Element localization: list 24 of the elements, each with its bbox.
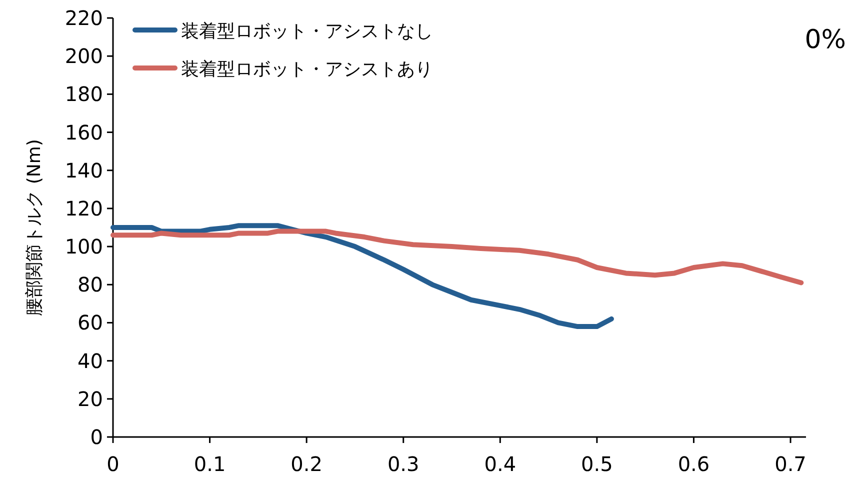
y-tick-label: 20 (78, 386, 103, 411)
y-tick-label: 120 (64, 196, 103, 220)
annotation: 0% (804, 25, 846, 55)
y-tick-label: 140 (64, 158, 103, 182)
x-tick-label: 0.2 (290, 452, 322, 476)
legend-label: 装着型ロボット・アシストあり (181, 59, 433, 80)
x-tick-label: 0.1 (194, 452, 226, 476)
y-tick-label: 40 (78, 348, 103, 373)
y-tick-label: 180 (64, 82, 103, 106)
y-tick-label: 80 (78, 272, 103, 297)
x-tick-label: 0.4 (484, 452, 516, 476)
x-tick-label: 0.6 (678, 452, 710, 476)
x-tick-label: 0 (106, 452, 120, 476)
y-tick-label: 0 (90, 425, 103, 449)
x-tick-label: 0.5 (581, 452, 613, 476)
y-tick-label: 220 (64, 6, 103, 30)
y-tick-label: 200 (64, 44, 103, 68)
legend-label: 装着型ロボット・アシストなし (181, 21, 433, 42)
x-tick-label: 0.3 (387, 452, 420, 476)
y-tick-label: 160 (64, 120, 103, 144)
y-tick-label: 60 (78, 310, 103, 335)
y-axis-title: 腰部関節トルク (Nm) (24, 139, 45, 316)
y-tick-label: 100 (64, 234, 103, 259)
x-tick-label: 0.7 (774, 452, 806, 476)
